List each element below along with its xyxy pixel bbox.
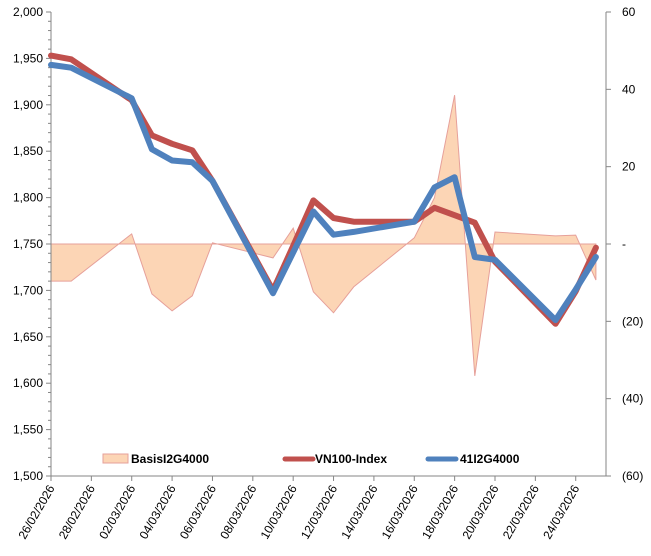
- x-tick-label: 16/03/2026: [379, 482, 421, 541]
- y-left-tick-label: 1,900: [13, 98, 43, 112]
- y-right-tick-label: (60): [622, 469, 643, 483]
- legend-label: VN100-Index: [315, 452, 387, 466]
- y-left-tick-label: 1,800: [13, 191, 43, 205]
- legend-label: BasisI2G4000: [131, 452, 209, 466]
- y-left-tick-label: 1,600: [13, 376, 43, 390]
- y-right-tick-label: (20): [622, 314, 643, 328]
- basis-area-layer: [50, 95, 597, 376]
- lines-layer: [48, 52, 599, 327]
- x-tick-label: 24/03/2026: [540, 482, 582, 541]
- legend-label: 41I2G4000: [460, 452, 520, 466]
- x-tick-label: 14/03/2026: [338, 482, 380, 541]
- x-tick-label: 08/03/2026: [217, 482, 259, 541]
- y-left-tick-label: 2,000: [13, 5, 43, 19]
- x-tick-label: 02/03/2026: [96, 482, 138, 541]
- y-left-tick-label: 1,500: [13, 469, 43, 483]
- y-right-tick-label: 60: [622, 5, 636, 19]
- x-tick-label: 12/03/2026: [298, 482, 340, 541]
- x-tick-label: 20/03/2026: [459, 482, 501, 541]
- x-tick-label: 28/02/2026: [56, 482, 98, 541]
- legend-item: BasisI2G4000: [102, 452, 209, 466]
- x-tick-label: 10/03/2026: [258, 482, 300, 541]
- basis-area: [50, 95, 597, 376]
- y-left-tick-label: 1,950: [13, 51, 43, 65]
- y-left-tick-label: 1,700: [13, 283, 43, 297]
- legend: BasisI2G4000 VN100-Index 41I2G4000: [102, 452, 520, 466]
- y-right-tick-label: 40: [622, 82, 636, 96]
- x-tick-label: 26/02/2026: [15, 482, 57, 541]
- x-tick-label: 04/03/2026: [137, 482, 179, 541]
- y-left-tick-label: 1,750: [13, 237, 43, 251]
- x-tick-label: 22/03/2026: [500, 482, 542, 541]
- y-left-tick-label: 1,550: [13, 423, 43, 437]
- y-right-tick-label: 20: [622, 160, 636, 174]
- series-line-41i2g4000: [48, 61, 599, 324]
- y-left-tick-label: 1,650: [13, 330, 43, 344]
- x-tick-label: 18/03/2026: [419, 482, 461, 541]
- x-tick-label: 06/03/2026: [177, 482, 219, 541]
- legend-swatch-area: [102, 453, 129, 464]
- legend-item: VN100-Index: [282, 452, 387, 466]
- y-left-tick-label: 1,850: [13, 144, 43, 158]
- legend-item: 41I2G4000: [425, 452, 520, 466]
- y-right-tick-label: (40): [622, 392, 643, 406]
- y-right-tick-label: -: [622, 237, 626, 251]
- series-line-vn100-index: [48, 52, 599, 327]
